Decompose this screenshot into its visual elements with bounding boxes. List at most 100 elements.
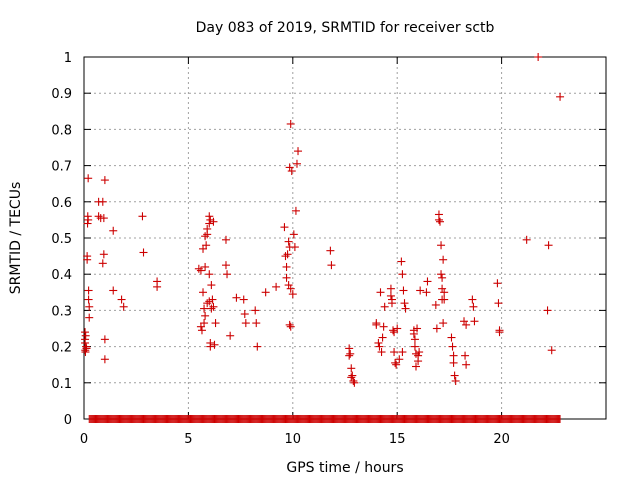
data-point: [379, 322, 388, 331]
data-point: [292, 159, 301, 168]
data-point: [117, 295, 126, 304]
data-point: [462, 360, 471, 369]
data-point: [280, 223, 289, 232]
data-point: [294, 147, 303, 156]
data-point: [207, 304, 216, 313]
data-point: [84, 215, 93, 224]
data-point: [211, 319, 220, 328]
data-point: [206, 342, 215, 351]
data-point: [346, 349, 355, 358]
data-point: [240, 310, 249, 319]
data-point: [438, 273, 447, 282]
y-tick-label: 0: [64, 413, 72, 428]
data-point: [285, 163, 294, 172]
data-point: [272, 282, 281, 291]
data-point: [414, 357, 423, 366]
data-point: [194, 264, 203, 273]
data-point: [493, 279, 502, 288]
data-point: [83, 252, 92, 261]
y-tick-label: 0.1: [51, 377, 72, 392]
data-point: [100, 355, 109, 364]
y-tick-label: 0.5: [51, 232, 72, 247]
data-point: [286, 322, 295, 331]
data-point: [350, 378, 359, 387]
data-point: [345, 351, 354, 360]
data-point: [397, 257, 406, 266]
grid-lines: [84, 57, 606, 419]
y-axis-title: SRMTID / TECUs: [8, 182, 24, 295]
data-point: [109, 226, 118, 235]
data-point: [283, 250, 292, 259]
data-point: [392, 360, 401, 369]
data-point: [461, 351, 470, 360]
data-point: [284, 281, 293, 290]
data-point: [470, 317, 479, 326]
data-point: [109, 286, 118, 295]
data-point: [400, 299, 409, 308]
data-point: [462, 320, 471, 329]
data-point: [241, 319, 250, 328]
data-point: [410, 335, 419, 344]
y-tick-label: 0.8: [51, 123, 72, 138]
data-point: [401, 304, 410, 313]
y-tick-label: 0.6: [51, 196, 72, 211]
x-tick-label: 0: [80, 432, 88, 447]
data-point: [200, 304, 209, 313]
data-point: [544, 241, 553, 250]
data-point: [201, 311, 210, 320]
data-point: [413, 324, 422, 333]
data-point: [395, 355, 404, 364]
data-point: [261, 288, 270, 297]
data-point: [415, 348, 424, 357]
data-point: [196, 266, 205, 275]
data-point: [390, 348, 399, 357]
data-point: [82, 344, 91, 353]
data-point: [138, 212, 147, 221]
data-point: [200, 319, 209, 328]
data-point: [99, 250, 108, 259]
data-point: [197, 326, 206, 335]
data-point: [438, 284, 447, 293]
zero-value-markers: [88, 415, 561, 423]
data-point: [449, 358, 458, 367]
data-point: [287, 167, 296, 176]
data-point: [100, 335, 109, 344]
data-point: [290, 243, 299, 252]
chart-title: Day 083 of 2019, SRMTID for receiver sct…: [196, 20, 495, 36]
data-point: [423, 277, 432, 286]
data-point: [439, 255, 448, 264]
data-point: [440, 295, 449, 304]
data-point: [534, 53, 543, 61]
data-point: [436, 217, 445, 226]
data-point: [84, 286, 93, 295]
data-point: [253, 342, 262, 351]
data-point: [205, 270, 214, 279]
data-point: [451, 376, 460, 385]
data-point: [522, 235, 531, 244]
data-point: [208, 295, 217, 304]
data-point: [327, 261, 336, 270]
data-point: [99, 214, 108, 223]
data-point: [389, 326, 398, 335]
data-point: [377, 348, 386, 357]
x-tick-label: 10: [285, 432, 302, 447]
data-point: [348, 371, 357, 380]
data-point: [201, 262, 210, 271]
data-point: [153, 282, 162, 291]
data-point: [81, 331, 90, 340]
data-point: [199, 288, 208, 297]
data-point: [81, 328, 90, 337]
data-point: [386, 291, 395, 300]
data-point: [252, 319, 261, 328]
data-point: [285, 320, 294, 329]
data-point: [391, 358, 400, 367]
data-point: [547, 346, 556, 355]
data-point: [139, 248, 148, 257]
data-point: [375, 342, 384, 351]
data-point: [232, 293, 241, 302]
data-point: [447, 333, 456, 342]
data-point: [347, 364, 356, 373]
data-point: [432, 324, 441, 333]
data-point: [94, 212, 103, 221]
data-point: [376, 288, 385, 297]
